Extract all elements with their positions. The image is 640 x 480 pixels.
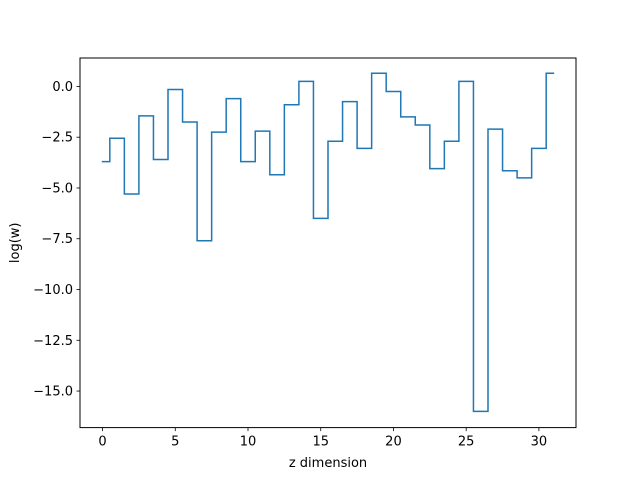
y-tick-label: 0.0 — [52, 80, 73, 95]
x-axis-ticks: 0 5 10 15 20 25 30 — [98, 427, 548, 450]
y-tick-label: −12.5 — [33, 334, 73, 349]
y-axis-ticks: 0.0 −2.5 −5.0 −7.5 −10.0 −12.5 −15.0 — [33, 80, 80, 400]
x-tick-label: 5 — [171, 435, 179, 450]
y-tick-label: −15.0 — [33, 385, 73, 400]
plot-area — [101, 72, 555, 413]
y-tick-label: −10.0 — [33, 283, 73, 298]
x-tick-label: 15 — [312, 435, 329, 450]
y-tick-label: −5.0 — [41, 181, 73, 196]
y-tick-label: −7.5 — [41, 232, 73, 247]
x-tick-label: 0 — [98, 435, 106, 450]
axes-frame — [79, 57, 577, 429]
x-tick-label: 25 — [458, 435, 475, 450]
x-tick-label: 30 — [531, 435, 548, 450]
x-tick-label: 10 — [240, 435, 257, 450]
y-axis-label: log(w) — [8, 223, 23, 264]
series-line — [101, 72, 555, 413]
y-tick-label: −2.5 — [41, 131, 73, 146]
x-tick-label: 20 — [385, 435, 402, 450]
x-axis-label: z dimension — [289, 456, 367, 471]
